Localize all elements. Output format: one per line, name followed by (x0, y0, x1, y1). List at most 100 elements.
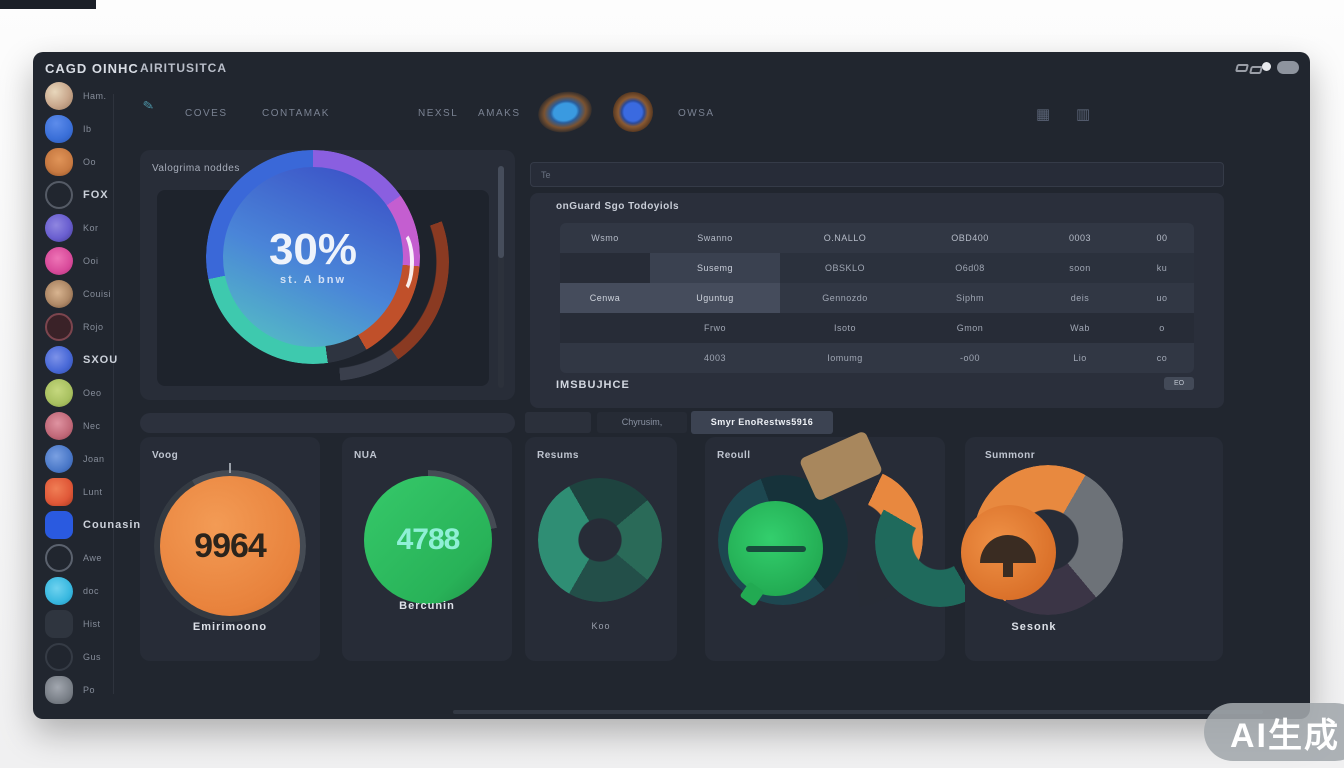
progress-track (140, 413, 515, 433)
table-footer-label: IMSBUJHCE (556, 379, 630, 391)
table-cell: Siphm (955, 293, 984, 303)
table-footer-badge[interactable]: EO (1164, 377, 1194, 390)
sidebar-item-label: Kor (83, 223, 99, 233)
sidebar-item[interactable]: Gus (45, 643, 121, 671)
nav-tab[interactable]: CONTAMAK (262, 108, 330, 119)
avatar (45, 478, 73, 506)
sidebar-item-label: Hist (83, 619, 101, 629)
sidebar-item[interactable]: Ooi (45, 247, 121, 275)
table-cell: Gennozdo (822, 293, 868, 303)
watermark-badge: AI生成 (1204, 703, 1344, 761)
header-cell: Wsmo (591, 233, 619, 243)
table-cell: O6d08 (955, 263, 985, 273)
sidebar-item-label: Ham. (83, 91, 107, 101)
table-cell: 4003 (703, 353, 727, 363)
header-cell: OBD400 (951, 233, 989, 243)
sidebar-item[interactable]: SXOU (45, 346, 121, 374)
table-row[interactable]: Susemg OBSKLO O6d08 soon ku (560, 253, 1194, 283)
sidebar-item[interactable]: Ham. (45, 82, 121, 110)
avatar (45, 544, 73, 572)
table-row[interactable]: Cenwa Uguntug Gennozdo Siphm deis uo (560, 283, 1194, 313)
sidebar-item[interactable]: Joan (45, 445, 121, 473)
toolbar-segment[interactable] (525, 412, 591, 433)
nav-tab[interactable]: OWSA (678, 108, 715, 119)
sidebar-item[interactable]: Ib (45, 115, 121, 143)
toolbar-tab[interactable]: Chyrusim, (597, 412, 687, 433)
badge-emblem-icon[interactable] (534, 86, 596, 138)
avatar (45, 379, 73, 407)
table-cell (560, 313, 650, 343)
sidebar-item[interactable]: Lunt (45, 478, 121, 506)
table-cell: Lio (1073, 353, 1087, 363)
background-window-edge (0, 0, 96, 9)
donut-chart (538, 478, 662, 602)
stat-card-title: Summonr (985, 450, 1036, 461)
table-row[interactable]: 4003 Iomumg -o00 Lio co (560, 343, 1194, 373)
blob-stem (1003, 563, 1013, 577)
nav-tab[interactable]: NEXSL (418, 108, 459, 119)
data-table: Wsmo Swanno O.NALLO OBD400 0003 00 Susem… (560, 223, 1194, 373)
sidebar-item[interactable]: Counasin (45, 511, 140, 539)
avatar (45, 445, 73, 473)
sidebar-item[interactable]: Kor (45, 214, 121, 242)
sidebar-item-label: Nec (83, 421, 101, 431)
sidebar-item[interactable]: Rojo (45, 313, 121, 341)
sidebar-item[interactable]: Po (45, 676, 121, 704)
avatar (45, 82, 73, 110)
table-cell: Isoto (833, 323, 856, 333)
sidebar-item-label: Oo (83, 157, 97, 167)
table-row[interactable]: Frwo Isoto Gmon Wab o (560, 313, 1194, 343)
sidebar-item[interactable]: doc (45, 577, 121, 605)
sidebar-item[interactable]: Nec (45, 412, 121, 440)
sidebar-item[interactable]: Awe (45, 544, 121, 572)
avatar (45, 214, 73, 242)
header-cell: 00 (1156, 233, 1168, 243)
stat-card: Voog 9964 Emirimoono (140, 437, 320, 661)
stat-card-title: Voog (152, 450, 179, 461)
scrollbar-thumb[interactable] (498, 166, 504, 258)
table-title: onGuard Sgo Todoyiols (556, 201, 680, 212)
stat-value: 9964 (194, 526, 267, 565)
table-cell: deis (1070, 293, 1090, 303)
toolbar-tab-active[interactable]: Smyr EnoRestws5916 (691, 411, 833, 434)
sidebar-item-label: Rojo (83, 322, 104, 332)
sidebar-item-label: SXOU (83, 354, 119, 366)
stat-card-caption: Koo (591, 621, 611, 631)
stat-card: Summonr Sesonk (961, 437, 1223, 661)
sidebar-item-label: Couisi (83, 289, 112, 299)
sidebar-item[interactable]: Oeo (45, 379, 121, 407)
sidebar-item[interactable]: Couisi (45, 280, 121, 308)
sidebar-item[interactable]: Oo (45, 148, 121, 176)
profile-toggle[interactable] (1277, 61, 1299, 74)
grid-view-icon[interactable]: ▦ (1036, 106, 1051, 123)
search-input[interactable] (530, 162, 1224, 187)
round-emblem-icon[interactable] (613, 92, 653, 132)
split-view-icon[interactable]: ▥ (1076, 106, 1091, 123)
stat-card-title: Resums (537, 450, 579, 461)
avatar (45, 610, 73, 638)
sidebar: Ham. Ib Oo FOX Kor Ooi Couisi Rojo SXOU … (33, 82, 140, 712)
table-header-row[interactable]: Wsmo Swanno O.NALLO OBD400 0003 00 (560, 223, 1194, 253)
app-subtitle: AIRITUSITCA (140, 61, 227, 75)
history-forward-icon[interactable] (1249, 66, 1263, 74)
status-dot-icon (1262, 62, 1271, 71)
stat-circle-chart: 4788 (364, 476, 492, 604)
sidebar-item[interactable]: Hist (45, 610, 121, 638)
ring-tick (229, 463, 231, 473)
nav-tab[interactable]: COVES (185, 108, 228, 119)
blob-half-disc (980, 535, 1036, 563)
edit-pencil-icon[interactable]: ✎ (141, 97, 156, 114)
avatar (45, 313, 73, 341)
table-cell: Wab (1070, 323, 1090, 333)
sidebar-item-label: doc (83, 586, 100, 596)
sidebar-item-label: Po (83, 685, 96, 695)
stat-card-title: Reoull (717, 450, 751, 461)
nav-tab[interactable]: AMAKS (478, 108, 521, 119)
header-cell: 0003 (1068, 233, 1092, 243)
history-back-icon[interactable] (1235, 64, 1249, 72)
sidebar-item[interactable]: FOX (45, 181, 121, 209)
speech-bubble-chart (728, 501, 823, 596)
sidebar-item-label: FOX (83, 189, 109, 201)
gauge-value: 30% (268, 225, 358, 274)
